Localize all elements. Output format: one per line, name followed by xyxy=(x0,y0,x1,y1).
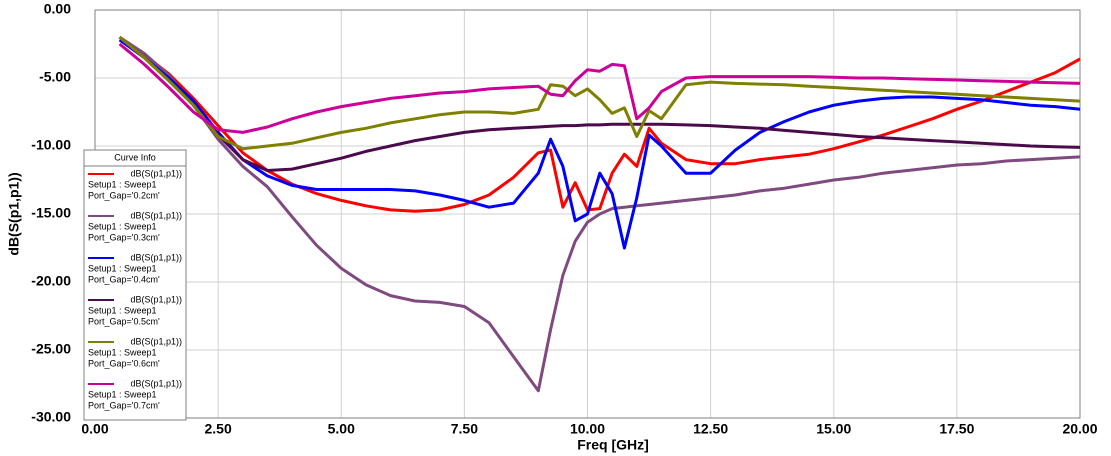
y-tick-label: -20.00 xyxy=(31,273,71,289)
y-axis-label: dB(S(p1,p1)) xyxy=(6,172,22,255)
x-tick-label: 15.00 xyxy=(816,421,851,437)
x-axis-label: Freq [GHz] xyxy=(577,437,649,453)
legend-label: dB(S(p1,p1)) xyxy=(130,252,182,262)
series-line xyxy=(118,36,1081,172)
series-line xyxy=(118,36,1081,151)
y-tick-label: -10.00 xyxy=(31,137,71,153)
y-tick-label: -25.00 xyxy=(31,341,71,357)
legend-label: dB(S(p1,p1)) xyxy=(130,336,182,346)
legend-variation: Port_Gap='0.3cm' xyxy=(88,232,160,242)
series-line xyxy=(118,42,1081,134)
x-tick-label: 20.00 xyxy=(1062,421,1097,437)
legend-label: dB(S(p1,p1)) xyxy=(130,294,182,304)
legend-title: Curve Info xyxy=(114,152,156,162)
legend-setup: Setup1 : Sweep1 xyxy=(88,389,157,399)
x-tick-label: 17.50 xyxy=(939,421,974,437)
legend-label: dB(S(p1,p1)) xyxy=(130,378,182,388)
x-tick-label: 7.50 xyxy=(451,421,478,437)
legend-setup: Setup1 : Sweep1 xyxy=(88,221,157,231)
legend-variation: Port_Gap='0.2cm' xyxy=(88,190,160,200)
legend-setup: Setup1 : Sweep1 xyxy=(88,263,157,273)
y-tick-label: -15.00 xyxy=(31,205,71,221)
y-tick-label: 0.00 xyxy=(44,1,71,17)
legend-setup: Setup1 : Sweep1 xyxy=(88,305,157,315)
legend-variation: Port_Gap='0.4cm' xyxy=(88,274,160,284)
legend-label: dB(S(p1,p1)) xyxy=(130,210,182,220)
legend-setup: Setup1 : Sweep1 xyxy=(88,347,157,357)
legend-label: dB(S(p1,p1)) xyxy=(130,168,182,178)
y-tick-label: -30.00 xyxy=(31,409,71,425)
x-tick-label: 5.00 xyxy=(328,421,355,437)
series-line xyxy=(118,38,1081,250)
x-tick-label: 10.00 xyxy=(570,421,605,437)
series-line xyxy=(118,35,1081,393)
x-tick-label: 2.50 xyxy=(205,421,232,437)
legend-variation: Port_Gap='0.5cm' xyxy=(88,316,160,326)
x-tick-label: 12.50 xyxy=(693,421,728,437)
y-tick-label: -5.00 xyxy=(39,69,71,85)
legend-setup: Setup1 : Sweep1 xyxy=(88,179,157,189)
x-tick-label: 0.00 xyxy=(81,421,108,437)
legend-variation: Port_Gap='0.7cm' xyxy=(88,400,160,410)
legend-box xyxy=(83,149,187,421)
legend-variation: Port_Gap='0.6cm' xyxy=(88,358,160,368)
